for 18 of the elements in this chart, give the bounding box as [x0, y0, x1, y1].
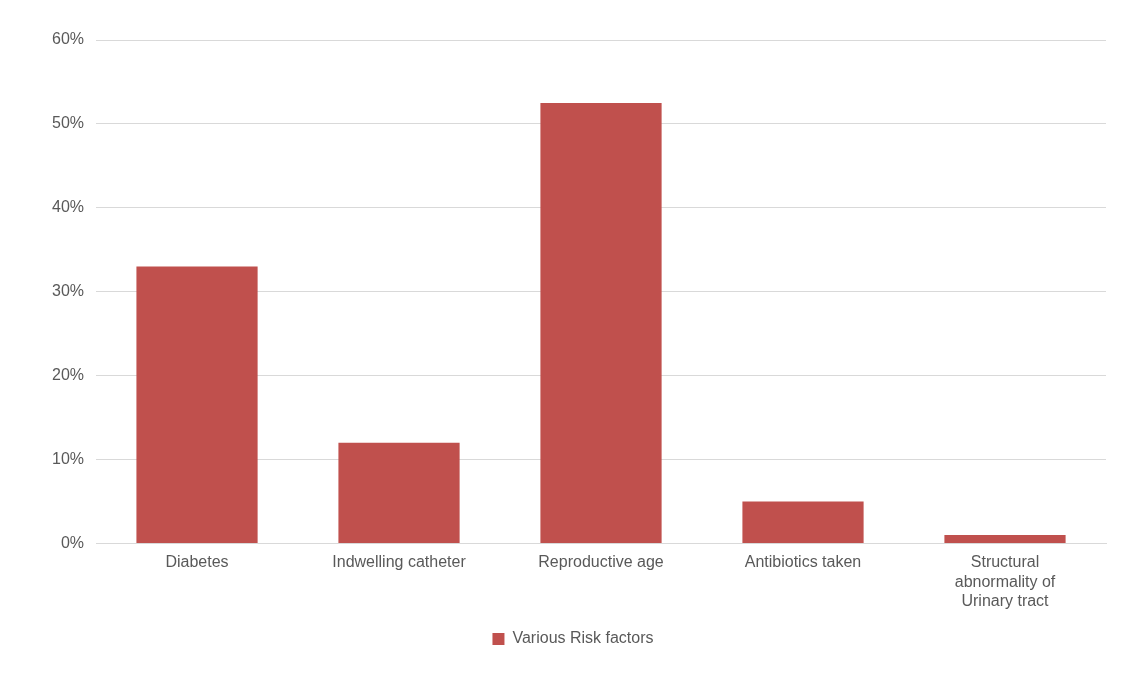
y-tick-label: 40%: [51, 198, 85, 216]
y-tick-label: 10%: [51, 449, 85, 467]
bar: [742, 501, 864, 543]
y-tick-label: 30%: [51, 282, 85, 300]
bar: [540, 102, 662, 543]
y-tick-label: 60%: [51, 30, 85, 48]
bar: [944, 535, 1066, 543]
y-tick-label: 0%: [60, 533, 85, 551]
x-tick-label: Indwelling catheter: [332, 553, 467, 571]
bar: [136, 266, 258, 543]
bar: [338, 442, 460, 543]
legend-label: Various Risk factors: [512, 629, 654, 647]
y-tick-label: 50%: [51, 114, 85, 132]
x-tick-label: Structural abnormality of Urinary tract: [954, 553, 1056, 609]
x-tick-label: Antibiotics taken: [744, 553, 862, 571]
x-tick-label: Reproductive age: [538, 553, 664, 571]
y-tick-label: 20%: [51, 366, 85, 384]
x-tick-label: Diabetes: [165, 553, 229, 571]
